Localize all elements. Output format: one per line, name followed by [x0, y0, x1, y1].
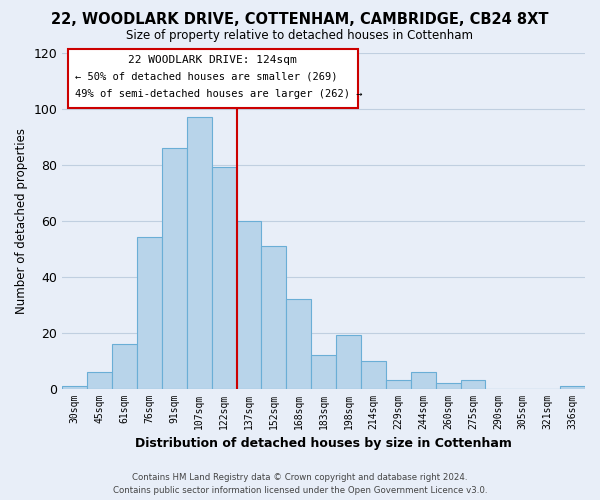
Text: 49% of semi-detached houses are larger (262) →: 49% of semi-detached houses are larger (… — [76, 89, 363, 99]
Text: Size of property relative to detached houses in Cottenham: Size of property relative to detached ho… — [127, 29, 473, 42]
Bar — [162, 148, 187, 388]
Bar — [336, 336, 361, 388]
Bar — [112, 344, 137, 388]
X-axis label: Distribution of detached houses by size in Cottenham: Distribution of detached houses by size … — [135, 437, 512, 450]
Bar — [361, 360, 386, 388]
Bar — [262, 246, 286, 388]
Bar — [187, 117, 212, 388]
Bar — [212, 168, 236, 388]
Bar — [461, 380, 485, 388]
Text: ← 50% of detached houses are smaller (269): ← 50% of detached houses are smaller (26… — [76, 72, 338, 82]
Bar — [87, 372, 112, 388]
Y-axis label: Number of detached properties: Number of detached properties — [15, 128, 28, 314]
Text: Contains HM Land Registry data © Crown copyright and database right 2024.
Contai: Contains HM Land Registry data © Crown c… — [113, 474, 487, 495]
Text: 22, WOODLARK DRIVE, COTTENHAM, CAMBRIDGE, CB24 8XT: 22, WOODLARK DRIVE, COTTENHAM, CAMBRIDGE… — [51, 12, 549, 28]
Bar — [286, 299, 311, 388]
Bar — [560, 386, 585, 388]
FancyBboxPatch shape — [68, 49, 358, 108]
Text: 22 WOODLARK DRIVE: 124sqm: 22 WOODLARK DRIVE: 124sqm — [128, 55, 297, 65]
Bar — [436, 383, 461, 388]
Bar — [386, 380, 411, 388]
Bar — [311, 355, 336, 388]
Bar — [236, 220, 262, 388]
Bar — [62, 386, 87, 388]
Bar — [137, 238, 162, 388]
Bar — [411, 372, 436, 388]
